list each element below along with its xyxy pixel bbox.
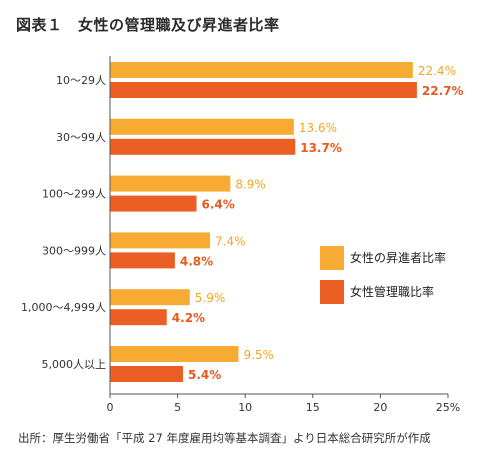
bar-value-label: 8.9%: [235, 178, 266, 192]
category-label: 300〜999人: [42, 244, 106, 257]
bar-value-label: 9.5%: [243, 348, 274, 362]
bar-promotion-3: [110, 232, 211, 249]
category-label: 1,000〜4,999人: [21, 301, 106, 314]
legend-label: 女性管理職比率: [350, 284, 434, 299]
category-label: 100〜299人: [42, 188, 106, 201]
labels-group: 22.4% 22.7% 10〜29人 13.6% 13.7% 30〜99人 8.9%6.4%…: [21, 64, 464, 382]
x-tick-label: 0: [107, 401, 114, 414]
bar-promotion-4: [110, 289, 190, 306]
legend-swatch-manager: [320, 280, 344, 304]
x-tick-label: 20: [373, 401, 387, 414]
chart-title: 図表１ 女性の管理職及び昇進者比率: [16, 16, 280, 34]
category-label: 10〜29人: [56, 74, 106, 87]
legend-label: 女性の昇進者比率: [350, 250, 446, 265]
bar-promotion-1: [110, 118, 294, 135]
bar-manager-5: [110, 366, 184, 382]
bar-promotion-0: [110, 62, 413, 78]
source-note: 出所：厚生労働省「平成 27 年度雇用均等基本調査」より日本総合研究所が作成: [18, 431, 431, 445]
x-tick-label: 15: [306, 401, 320, 414]
bar-manager-3: [110, 252, 175, 269]
bar-promotion-2: [110, 175, 231, 192]
category-label: 5,000人以上: [42, 358, 107, 371]
x-tick-label: 5: [174, 401, 181, 414]
bar-promotion-5: [110, 346, 239, 362]
bar-manager-2: [110, 195, 197, 212]
bar-value-label: 7.4%: [215, 234, 246, 248]
bar-value-label: 4.8%: [180, 254, 213, 268]
category-label: 30〜99人: [56, 131, 106, 144]
bar-value-label: 5.9%: [195, 291, 226, 305]
bars-group: [110, 62, 417, 382]
bar-manager-1: [110, 138, 296, 155]
x-tick-label: 25%: [436, 401, 460, 414]
bar-value-label: 5.4%: [188, 368, 221, 382]
bar-value-label: 22.4%: [418, 64, 456, 78]
bar-manager-4: [110, 309, 167, 326]
legend-swatch-promotion: [320, 246, 344, 270]
bar-value-label: 13.6%: [299, 121, 337, 135]
bar-manager-0: [110, 82, 417, 98]
x-axis: 0 5 10 15 20 25%: [107, 56, 460, 414]
x-tick-label: 10: [238, 401, 252, 414]
bar-value-label: 4.2%: [172, 311, 205, 325]
bar-value-label: 22.7%: [422, 84, 464, 98]
bar-value-label: 6.4%: [202, 198, 235, 212]
bar-value-label: 13.7%: [300, 141, 342, 155]
